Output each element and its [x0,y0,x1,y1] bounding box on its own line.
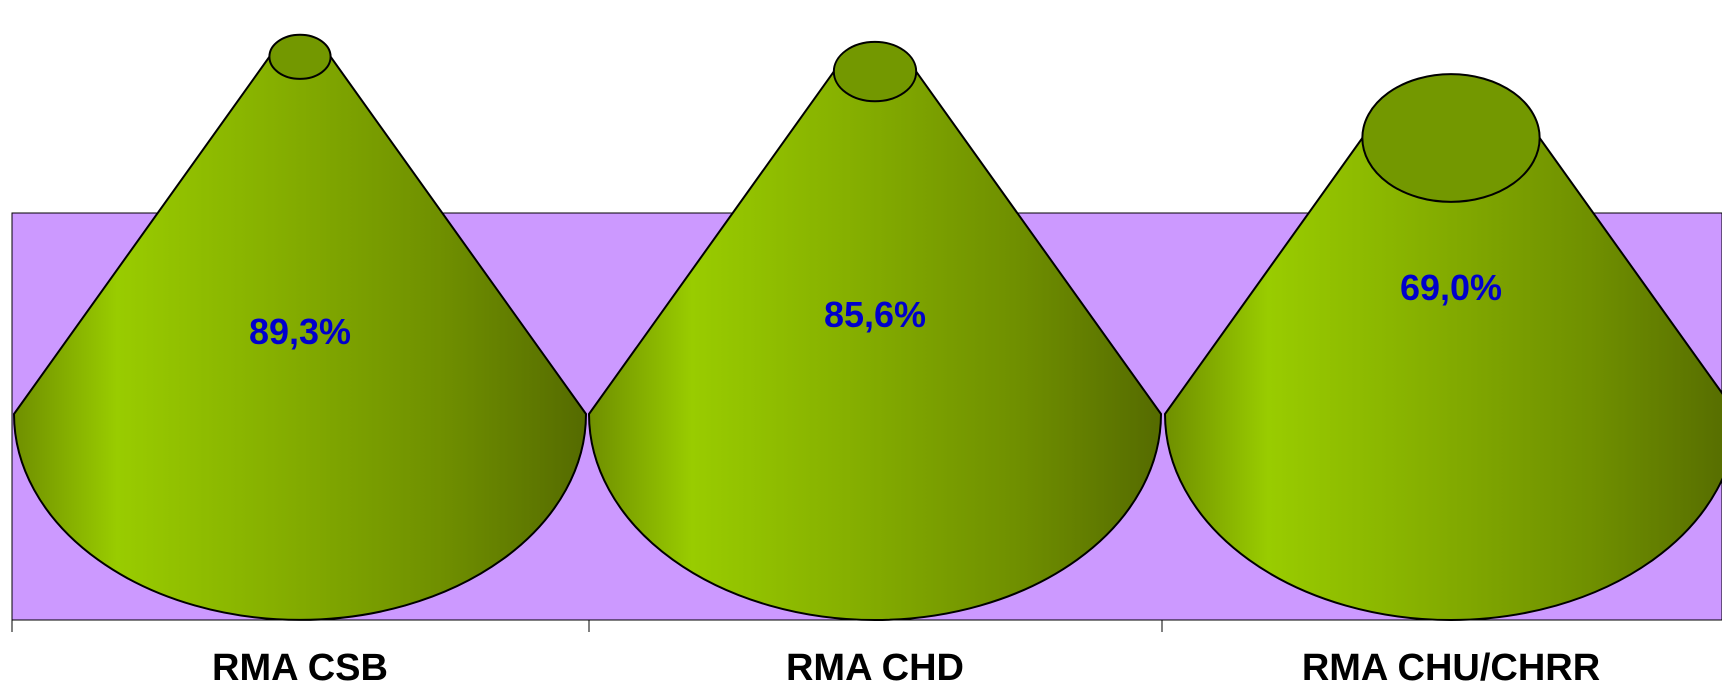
cone-1: 89,3% RMA CSB [12,33,588,688]
category-label: RMA CSB [212,647,388,688]
category-label: RMA CHD [786,647,964,688]
cone-top-cap [1361,73,1541,203]
cone-body [12,55,588,621]
cone-2: 85,6% RMA CHD [587,40,1163,688]
cone-top-cap [832,40,918,103]
cone-body [587,70,1163,621]
value-label: 85,6% [824,294,926,335]
cone-3: 69,0% RMA CHU/CHRR [1163,73,1722,688]
cone-body [1163,137,1722,621]
value-label: 89,3% [249,311,351,352]
cone-top-cap [268,33,332,80]
category-label: RMA CHU/CHRR [1302,647,1600,688]
value-label: 69,0% [1400,267,1502,308]
